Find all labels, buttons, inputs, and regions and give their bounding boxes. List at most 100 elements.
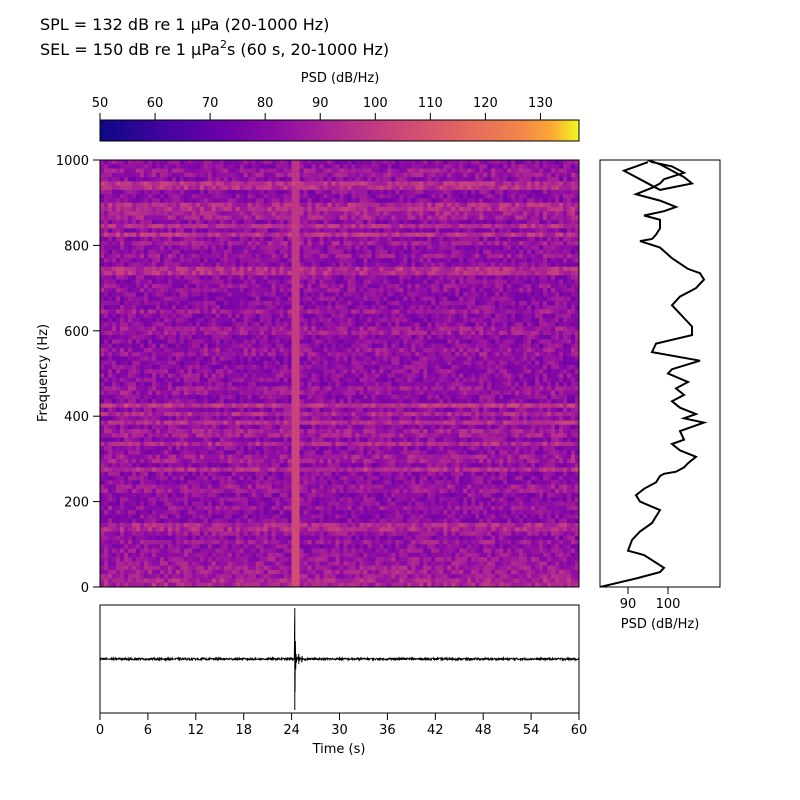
spectrogram-cell (211, 168, 217, 174)
spectrogram-cell (335, 245, 340, 251)
spectrogram-cell (283, 292, 289, 298)
spectrogram-cell (551, 262, 556, 268)
spectrogram-cell (227, 215, 233, 221)
spectrogram-cell (267, 160, 273, 165)
spectrogram-cell (143, 288, 149, 293)
spectrogram-cell (187, 283, 193, 289)
spectrogram-cell (411, 313, 416, 319)
spectrogram-cell (123, 194, 129, 199)
spectrogram-cell (547, 305, 552, 310)
spectrogram-cell (199, 185, 205, 191)
spectrogram-cell (495, 206, 500, 212)
spectrogram-cell (459, 309, 464, 315)
spectrogram-cell (343, 249, 348, 255)
spectrogram-cell (311, 232, 317, 238)
spectrogram-cell (151, 241, 157, 246)
spectrogram-cell (191, 266, 197, 272)
spectrogram-cell (335, 305, 340, 310)
spectrogram-cell (467, 228, 472, 234)
spectrogram-cell (163, 177, 169, 182)
spectrogram-cell (339, 279, 344, 285)
spectrogram-cell (103, 296, 109, 302)
spectrogram-cell (203, 241, 209, 246)
spectrogram-cell (415, 258, 420, 263)
spectrogram-cell (347, 271, 352, 276)
spectrogram-cell (471, 266, 476, 272)
spectrogram-cell (415, 296, 420, 302)
spectrogram-cell (343, 219, 348, 225)
spectrogram-cell (275, 322, 281, 328)
spectrogram-cell (211, 309, 217, 315)
spectrogram-cell (247, 198, 253, 204)
spectrogram-cell (167, 288, 173, 293)
spectrogram-cell (375, 219, 380, 225)
spectrogram-cell (475, 330, 480, 336)
spectrogram-cell (147, 241, 153, 246)
spectrogram-cell (435, 185, 440, 191)
spectrogram-cell (379, 300, 384, 306)
spectrogram-cell (575, 206, 579, 212)
spectrogram-cell (279, 219, 285, 225)
spectrogram-cell (563, 181, 568, 187)
spectrogram-cell (447, 275, 452, 281)
spectrogram-cell (207, 177, 213, 182)
spectrogram-cell (247, 194, 253, 199)
spectrogram-cell (543, 266, 548, 272)
spectrogram-cell (291, 194, 297, 199)
spectrogram-cell (455, 253, 460, 259)
spectrogram-cell (159, 271, 165, 276)
spectrogram-cell (447, 177, 452, 182)
spectrogram-cell (479, 219, 484, 225)
spectrogram-cell (359, 283, 364, 289)
spectrogram-cell (315, 296, 321, 302)
spectrogram-cell (335, 198, 340, 204)
spectrogram-cell (351, 300, 356, 306)
spectrogram-cell (207, 224, 213, 229)
spectrogram-cell (431, 211, 436, 217)
spectrogram-cell (359, 322, 364, 328)
spectrogram-cell (443, 164, 448, 170)
spectrogram-cell (307, 266, 313, 272)
spectrogram-cell (507, 249, 512, 255)
spectrogram-cell (167, 335, 173, 340)
spectrogram-cell (483, 164, 488, 170)
spectrogram-cell (191, 206, 197, 212)
spectrogram-cell (135, 271, 141, 276)
spectrogram-cell (263, 181, 269, 187)
spectrogram-cell (227, 322, 233, 328)
spectrogram-cell (479, 309, 484, 315)
spectrogram-cell (347, 245, 352, 251)
spectrogram-cell (339, 194, 344, 199)
spectrogram-cell (527, 232, 532, 238)
spectrogram-cell (223, 271, 229, 276)
spectrogram-cell (371, 177, 376, 182)
spectrogram-cell (315, 202, 321, 208)
spectrogram-cell (351, 330, 356, 336)
spectrogram-cell (531, 326, 536, 332)
spectrogram-cell (455, 168, 460, 174)
spectrogram-cell (363, 185, 368, 191)
spectrogram-cell (463, 305, 468, 310)
spectrogram-cell (183, 236, 189, 242)
spectrogram-cell (315, 279, 321, 285)
spectrogram-cell (243, 300, 249, 306)
spectrogram-cell (531, 211, 536, 217)
spectrogram-cell (223, 198, 229, 204)
spectrogram-cell (271, 172, 277, 178)
spectrogram-cell (159, 232, 165, 238)
spectrogram-cell (247, 275, 253, 281)
spectrogram-cell (203, 215, 209, 221)
spectrogram-cell (451, 241, 456, 246)
spectrogram-cell (139, 245, 145, 251)
spectrogram-cells (100, 160, 579, 587)
spectrogram-cell (423, 262, 428, 268)
spectrogram-cell (303, 185, 309, 191)
spectrogram-cell (451, 317, 456, 323)
spectrogram-cell (503, 322, 508, 328)
spectrogram-cell (259, 202, 265, 208)
spectrogram-cell (111, 202, 117, 208)
spectrogram-cell (491, 313, 496, 319)
spectrogram-cell (455, 300, 460, 306)
spectrogram-cell (467, 309, 472, 315)
spectrogram-cell (111, 172, 117, 178)
